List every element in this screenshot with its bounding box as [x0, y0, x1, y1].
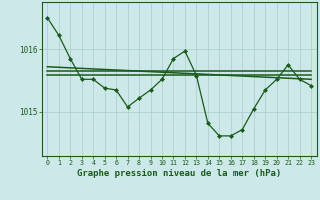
X-axis label: Graphe pression niveau de la mer (hPa): Graphe pression niveau de la mer (hPa): [77, 169, 281, 178]
